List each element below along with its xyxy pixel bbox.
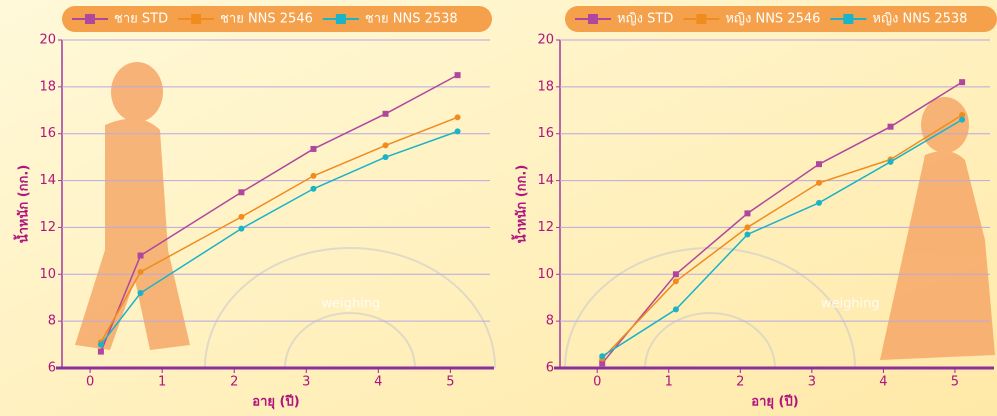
data-point (383, 142, 389, 148)
data-point (744, 224, 750, 230)
y-tick-label: 10 (39, 267, 56, 282)
chart: 68101214161820012345อายุ (ปี)น้ำหนัก (กก… (0, 0, 997, 416)
x-tick-label: 4 (374, 375, 382, 390)
y-tick-label: 12 (39, 220, 56, 235)
y-tick-label: 14 (537, 173, 554, 188)
y-tick-label: 6 (546, 361, 554, 376)
legend-label: ชาย NNS 2538 (365, 12, 458, 27)
data-point (888, 159, 894, 165)
y-tick-label: 18 (537, 79, 554, 94)
x-tick-label: 5 (951, 375, 959, 390)
x-axis-label: อายุ (ปี) (252, 394, 299, 410)
y-tick-label: 14 (39, 173, 56, 188)
x-axis-label: อายุ (ปี) (751, 394, 798, 410)
x-tick-label: 4 (879, 375, 887, 390)
legend-marker (191, 14, 201, 24)
legend-label: ชาย NNS 2546 (220, 12, 313, 27)
data-point (959, 117, 965, 123)
annotation: weighing (821, 297, 880, 312)
x-tick-label: 1 (665, 375, 673, 390)
y-tick-label: 20 (537, 33, 554, 48)
y-tick-label: 18 (39, 79, 56, 94)
legend-label: หญิง NNS 2546 (725, 12, 820, 27)
data-point (816, 200, 822, 206)
data-point (310, 173, 316, 179)
data-point (744, 231, 750, 237)
legend-label: หญิง STD (617, 12, 673, 27)
data-point (455, 128, 461, 134)
x-tick-label: 0 (593, 375, 601, 390)
y-tick-label: 10 (537, 267, 554, 282)
data-point (138, 290, 144, 296)
legend-marker (843, 14, 853, 24)
y-tick-label: 12 (537, 220, 554, 235)
y-tick-label: 8 (48, 314, 56, 329)
data-point (673, 306, 679, 312)
x-tick-label: 1 (158, 375, 166, 390)
data-point (238, 214, 244, 220)
data-point (98, 342, 104, 348)
data-point (98, 349, 104, 355)
x-tick-label: 2 (736, 375, 744, 390)
y-tick-label: 20 (39, 33, 56, 48)
data-point (673, 271, 679, 277)
y-tick-label: 16 (537, 126, 554, 141)
data-point (744, 210, 750, 216)
data-point (238, 226, 244, 232)
data-point (383, 111, 389, 117)
legend-marker (696, 14, 706, 24)
data-point (138, 253, 144, 259)
data-point (455, 72, 461, 78)
y-tick-label: 8 (546, 314, 554, 329)
data-point (959, 79, 965, 85)
data-point (599, 353, 605, 359)
data-point (888, 124, 894, 130)
annotation: weighing (321, 297, 380, 312)
data-point (673, 278, 679, 284)
legend-label: หญิง NNS 2538 (872, 12, 967, 27)
data-point (383, 154, 389, 160)
legend-marker (85, 14, 95, 24)
y-tick-label: 16 (39, 126, 56, 141)
data-point (310, 146, 316, 152)
legend-label: ชาย STD (114, 12, 168, 27)
x-tick-label: 5 (446, 375, 454, 390)
x-tick-label: 3 (808, 375, 816, 390)
data-point (816, 161, 822, 167)
legend-marker (336, 14, 346, 24)
data-point (238, 189, 244, 195)
data-point (310, 186, 316, 192)
legend-marker (588, 14, 598, 24)
x-tick-label: 3 (302, 375, 310, 390)
data-point (138, 269, 144, 275)
data-point (455, 114, 461, 120)
data-point (816, 180, 822, 186)
x-tick-label: 2 (230, 375, 238, 390)
x-tick-label: 0 (86, 375, 94, 390)
y-tick-label: 6 (48, 361, 56, 376)
